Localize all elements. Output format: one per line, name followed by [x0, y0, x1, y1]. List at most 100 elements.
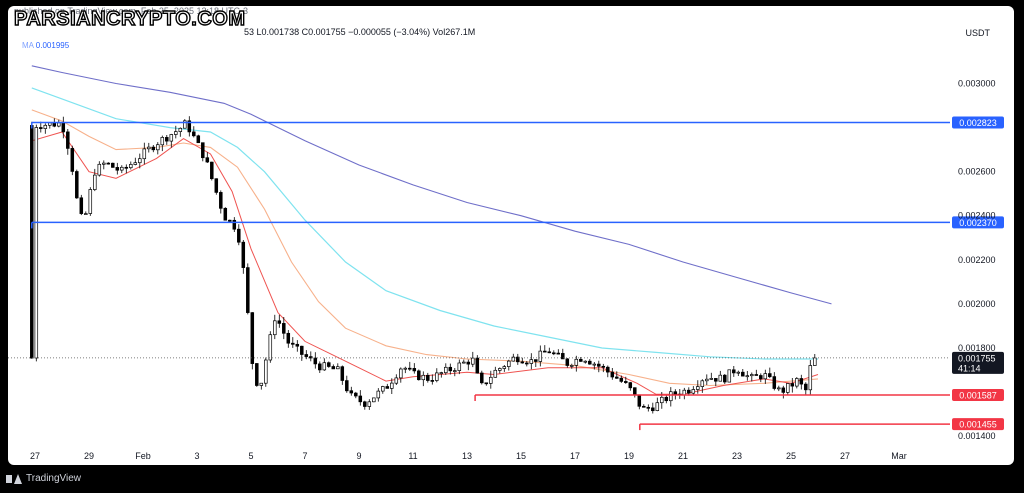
candle-body [219, 192, 223, 209]
candle-body [97, 163, 102, 176]
level-label: 0.001455 [959, 420, 997, 430]
candle-body [430, 380, 435, 382]
candle-body [444, 366, 448, 374]
candle-body [75, 171, 79, 199]
candle-body [565, 358, 570, 366]
candle-body [84, 213, 88, 215]
x-tick-label: 5 [248, 451, 253, 461]
candle-body [214, 178, 219, 193]
candle-body [376, 390, 381, 399]
candle-body [552, 352, 556, 355]
chart-frame: published on TradingView.com, Feb 25, 20… [8, 6, 1014, 465]
candle-body [300, 345, 304, 355]
candle-body [399, 368, 403, 379]
candle-body [255, 363, 259, 386]
candle-body [745, 375, 750, 378]
candle-body [120, 166, 124, 171]
candle-body [66, 131, 70, 149]
x-tick-label: Feb [135, 451, 151, 461]
candle-body [169, 134, 174, 142]
x-tick-label: 21 [678, 451, 688, 461]
candle-body [651, 407, 655, 412]
ema-layer [31, 65, 832, 395]
x-tick-label: Mar [891, 451, 907, 461]
candle-body [606, 366, 610, 373]
candle-body [579, 358, 583, 362]
tradingview-logo[interactable]: TradingView [6, 473, 81, 484]
x-tick-label: 9 [356, 451, 361, 461]
candle-body [705, 378, 709, 382]
ema-mid-line [31, 109, 819, 387]
candle-body [435, 372, 439, 381]
candle-body [655, 402, 660, 411]
candle-body [457, 362, 462, 371]
candle-body [156, 144, 160, 151]
x-tick-label: 27 [30, 451, 40, 461]
candle-body [480, 372, 484, 384]
candle-body [777, 387, 781, 390]
candle-body [309, 356, 313, 359]
footer-bar: TradingView [0, 465, 1024, 493]
candle-body [727, 369, 732, 383]
tradingview-icon [6, 473, 22, 484]
candle-body [237, 228, 241, 243]
candle-body [52, 122, 57, 127]
candle-body [183, 120, 187, 129]
candle-body [57, 122, 61, 127]
x-axis: 27 29 Feb 3 5 7 9 11 13 15 17 19 21 23 25 27 Mar [30, 451, 907, 461]
candle-body [421, 374, 426, 381]
levels-layer: 0.002823 0.002370 0.001587 0.001455 0.001755… [8, 116, 1004, 431]
candle-body [408, 367, 412, 370]
candle-body [394, 377, 399, 384]
level-badge [952, 418, 1004, 431]
candle-body [556, 352, 561, 355]
level-label: 0.002823 [959, 118, 997, 128]
candle-body [736, 371, 741, 374]
candle-body [115, 167, 120, 171]
ohlc-values: L0.001738 C0.001755 −0.000055 (−3.04%) V… [256, 27, 476, 37]
candle-body [529, 359, 534, 364]
candle-body [642, 405, 646, 408]
candle-body [403, 367, 408, 370]
level-badge [952, 389, 1004, 401]
candle-body [669, 391, 673, 402]
candle-body [286, 332, 291, 344]
candle-body [39, 127, 43, 129]
candle-body [165, 137, 169, 142]
candle-body [313, 357, 318, 365]
y-tick-label: 0.003000 [958, 79, 996, 89]
candle-body [201, 142, 205, 159]
level-badge [952, 116, 1004, 129]
candle-body [723, 374, 727, 383]
candle-body [417, 370, 421, 381]
currency-label: USDT [965, 28, 991, 38]
x-tick-label: 25 [786, 451, 796, 461]
candle-body [232, 219, 237, 230]
x-tick-label: 11 [408, 451, 417, 461]
candle-body [372, 397, 376, 403]
candle-body [759, 375, 763, 380]
candle-body [178, 127, 183, 132]
candle-body [543, 350, 547, 353]
candle-body [88, 189, 93, 214]
candle-body [597, 363, 601, 367]
y-tick-label: 0.001400 [958, 431, 996, 441]
x-tick-label: 17 [570, 451, 580, 461]
candle-body [610, 371, 615, 378]
candle-body [781, 387, 786, 393]
candle-body [615, 376, 619, 379]
candle-body [732, 369, 736, 374]
candle-body [714, 378, 718, 382]
candle-body [61, 122, 66, 133]
candle-body [466, 361, 471, 365]
candle-body [273, 320, 277, 336]
candle-body [336, 366, 340, 370]
candle-body [484, 382, 489, 385]
y-tick-label: 0.002200 [958, 255, 996, 265]
candle-body [790, 383, 795, 387]
candle-body [574, 358, 579, 366]
chart-header: published on TradingView.com, Feb 25, 20… [8, 6, 1014, 50]
candle-body [205, 157, 210, 163]
candle-body [43, 124, 48, 129]
